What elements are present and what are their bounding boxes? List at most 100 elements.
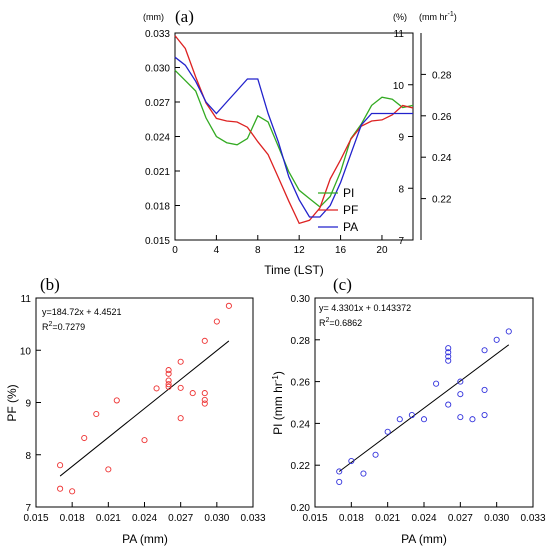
panel-b-point: [177, 358, 184, 365]
panel-c-point: [336, 478, 343, 485]
panel-c-x-tick-label: 0.018: [339, 513, 364, 524]
panel-c-point: [445, 353, 452, 360]
panel-a-left-tick-label: 0.027: [145, 98, 170, 109]
panel-a-right-tick-label: 0.22: [432, 195, 452, 206]
panel-c-letter: (c): [333, 275, 352, 294]
panel-a-left-tick-label: 0.015: [145, 236, 170, 247]
panel-c-y-tick-label: 0.20: [291, 503, 311, 514]
panel-b-x-tick-label: 0.027: [168, 513, 193, 524]
panel-c-y-tick-label: 0.30: [291, 294, 311, 305]
panel-a-mid-tick-label: 7: [398, 236, 404, 247]
panel-c-y-tick-label: 0.26: [291, 378, 311, 389]
panel-a-x-tick-label: 12: [294, 245, 306, 256]
panel-b-fit-line: [59, 340, 230, 477]
panel-b-x-tick-label: 0.033: [240, 513, 265, 524]
panel-c-point: [445, 349, 452, 356]
series-line-pf: [174, 35, 414, 225]
panel-a-x-tick-label: 0: [172, 245, 178, 256]
panel-c-point: [469, 416, 476, 423]
panel-a-frame: [174, 32, 414, 241]
panel-c-fit-line: [338, 344, 510, 472]
panel-a-left-tick-label: 0.033: [145, 29, 170, 40]
panel-c-x-tick-label: 0.024: [411, 513, 436, 524]
panel-a-x-tick-label: 20: [376, 245, 388, 256]
panel-c-y-tick-label: 0.22: [291, 461, 311, 472]
panel-a-left-tick-label: 0.021: [145, 167, 170, 178]
series-line-pa: [174, 56, 413, 218]
panel-b-equation: y=184.72x + 4.4521: [42, 307, 122, 317]
panel-c-ylabel: PI (mm hr-1): [271, 371, 285, 435]
panel-c-r2: R2=0.6862: [319, 317, 362, 328]
panel-c-point: [348, 457, 355, 465]
panel-b-y-tick-label: 8: [25, 451, 31, 462]
panel-c-point: [445, 401, 452, 408]
panel-c-point: [445, 357, 452, 364]
panel-b-point: [153, 385, 160, 392]
panel-b-point: [81, 434, 88, 442]
panel-c-x-tick-label: 0.033: [520, 513, 545, 524]
panel-b-letter: (b): [40, 275, 60, 294]
panel-c: (c) y= 4.3301x + 0.143372 R2=0.6862 0.01…: [271, 275, 546, 546]
panel-c-point: [481, 347, 488, 354]
panel-a-left-tick-label: 0.018: [145, 202, 170, 213]
panel-b-point: [165, 377, 172, 384]
panel-a-right-tick-label: 0.28: [432, 70, 452, 81]
panel-c-y-tick-label: 0.28: [291, 336, 311, 347]
panel-b-y-tick-label: 7: [25, 503, 31, 514]
panel-b-x-tick-label: 0.015: [23, 513, 48, 524]
panel-b-point: [105, 466, 112, 473]
panel-b-point: [213, 318, 220, 325]
panel-c-point: [396, 416, 403, 423]
panel-b: (b) y=184.72x + 4.4521 R2=0.7279 0.015 0.…: [5, 275, 266, 546]
panel-b-x-tick-label: 0.018: [60, 513, 85, 524]
panel-a-x-tick-label: 16: [335, 245, 347, 256]
panel-a: (a) (mm) (%) (mm hr-1) 0 4 8 12 16 20 0.015 0.0…: [143, 7, 457, 277]
legend-label-pf: PF: [343, 203, 358, 217]
panel-b-r2: R2=0.7279: [42, 321, 85, 332]
panel-c-point: [457, 414, 464, 421]
panel-a-mid-tick-label: 9: [398, 133, 404, 144]
panel-c-point: [433, 380, 440, 387]
panel-a-mid-unit: (%): [393, 12, 407, 22]
panel-c-x-tick-label: 0.027: [448, 513, 473, 524]
panel-a-x-tick-label: 4: [214, 245, 220, 256]
panel-b-point: [177, 415, 184, 422]
panel-b-point: [69, 488, 76, 495]
series-line-pi: [174, 69, 414, 208]
panel-b-y-tick-label: 10: [20, 346, 32, 357]
panel-b-point: [165, 381, 172, 388]
panel-b-point: [165, 367, 172, 374]
panel-b-y-tick-label: 11: [21, 294, 32, 305]
panel-a-mid-tick-label: 10: [393, 81, 405, 92]
panel-b-ylabel: PF (%): [5, 384, 19, 421]
panel-c-y-tick-label: 0.24: [291, 419, 311, 430]
panel-a-left-tick-label: 0.024: [145, 133, 170, 144]
legend-label-pi: PI: [343, 186, 354, 200]
panel-a-left-unit: (mm): [143, 12, 164, 22]
panel-a-left-tick-label: 0.030: [145, 64, 170, 75]
panel-b-x-tick-label: 0.024: [132, 513, 157, 524]
panel-c-point: [372, 451, 379, 458]
panel-b-point: [141, 437, 148, 444]
panel-b-point: [165, 383, 172, 390]
panel-a-letter: (a): [175, 7, 194, 26]
panel-b-point: [57, 485, 64, 492]
panel-b-point: [189, 390, 196, 397]
panel-b-x-tick-label: 0.030: [204, 513, 229, 524]
panel-a-mid-tick-label: 8: [398, 184, 404, 195]
panel-c-point: [481, 386, 488, 394]
panel-c-x-tick-label: 0.021: [375, 513, 400, 524]
panel-b-point: [201, 400, 208, 407]
panel-b-point: [57, 462, 64, 469]
panel-c-point: [457, 378, 464, 385]
panel-c-point: [457, 391, 464, 398]
legend-label-pa: PA: [343, 220, 358, 234]
panel-c-point: [493, 336, 500, 343]
panel-c-point: [336, 468, 343, 475]
panel-c-point: [384, 428, 391, 435]
panel-c-point: [481, 411, 488, 419]
panel-a-mid-tick-label: 11: [394, 29, 405, 40]
panel-a-right-unit: (mm hr-1): [419, 11, 457, 22]
panel-b-point: [201, 337, 208, 344]
panel-c-equation: y= 4.3301x + 0.143372: [319, 303, 411, 313]
